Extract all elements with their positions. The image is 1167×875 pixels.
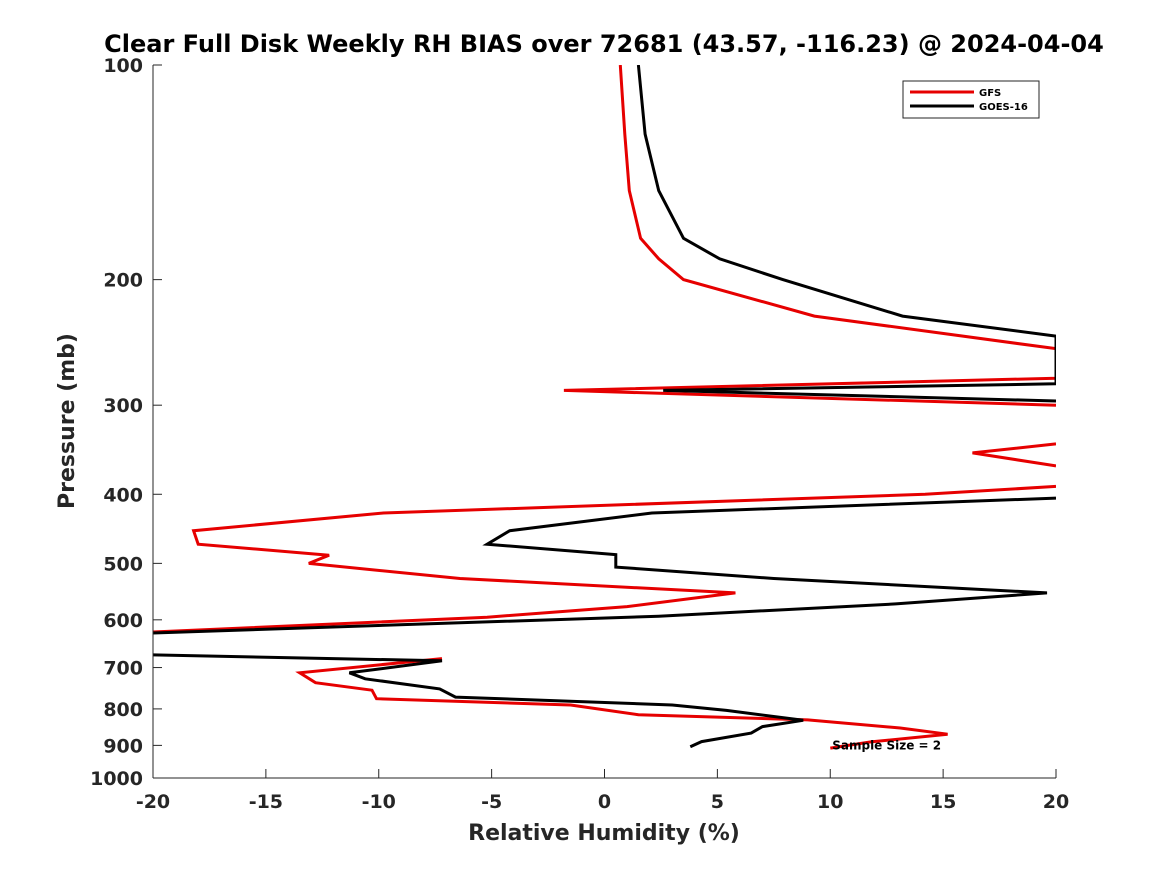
sample-size-annotation: Sample Size = 2 — [832, 738, 941, 752]
legend: GFS GOES-16 — [902, 80, 1040, 119]
y-tick-label: 800 — [103, 699, 143, 721]
x-tick-label: -10 — [362, 791, 396, 813]
chart-title: Clear Full Disk Weekly RH BIAS over 7268… — [104, 30, 1104, 58]
series-line-gfs — [153, 65, 1056, 750]
x-tick-label: -20 — [136, 791, 170, 813]
legend-label-gfs: GFS — [979, 88, 1001, 99]
y-tick-label: 200 — [103, 270, 143, 292]
series-line-goes-16 — [153, 65, 1056, 749]
y-tick-label: 1000 — [90, 768, 143, 790]
y-axis-label: Pressure (mb) — [55, 333, 80, 509]
x-tick-label: 10 — [817, 791, 843, 813]
x-tick-label: 15 — [930, 791, 956, 813]
x-tick-label: 20 — [1043, 791, 1069, 813]
x-tick-label: -5 — [481, 791, 502, 813]
y-tick-label: 500 — [103, 553, 143, 575]
y-tick-label: 600 — [103, 610, 143, 632]
x-tick-label: 0 — [598, 791, 611, 813]
y-tick-label: 900 — [103, 735, 143, 757]
x-axis-label: Relative Humidity (%) — [468, 821, 740, 846]
y-tick-label: 100 — [103, 55, 143, 77]
y-tick-label: 700 — [103, 658, 143, 680]
y-tick-label: 300 — [103, 395, 143, 417]
legend-label-goes-16: GOES-16 — [979, 102, 1028, 113]
plot-area — [153, 65, 1056, 750]
axes: -20 -15 -10 -5 0 5 10 15 20 100 200 300 400 500 600 700… — [90, 55, 1069, 813]
y-tick-label: 400 — [103, 484, 143, 506]
x-tick-label: -15 — [249, 791, 283, 813]
x-tick-label: 5 — [711, 791, 724, 813]
legend-box — [902, 80, 1040, 119]
